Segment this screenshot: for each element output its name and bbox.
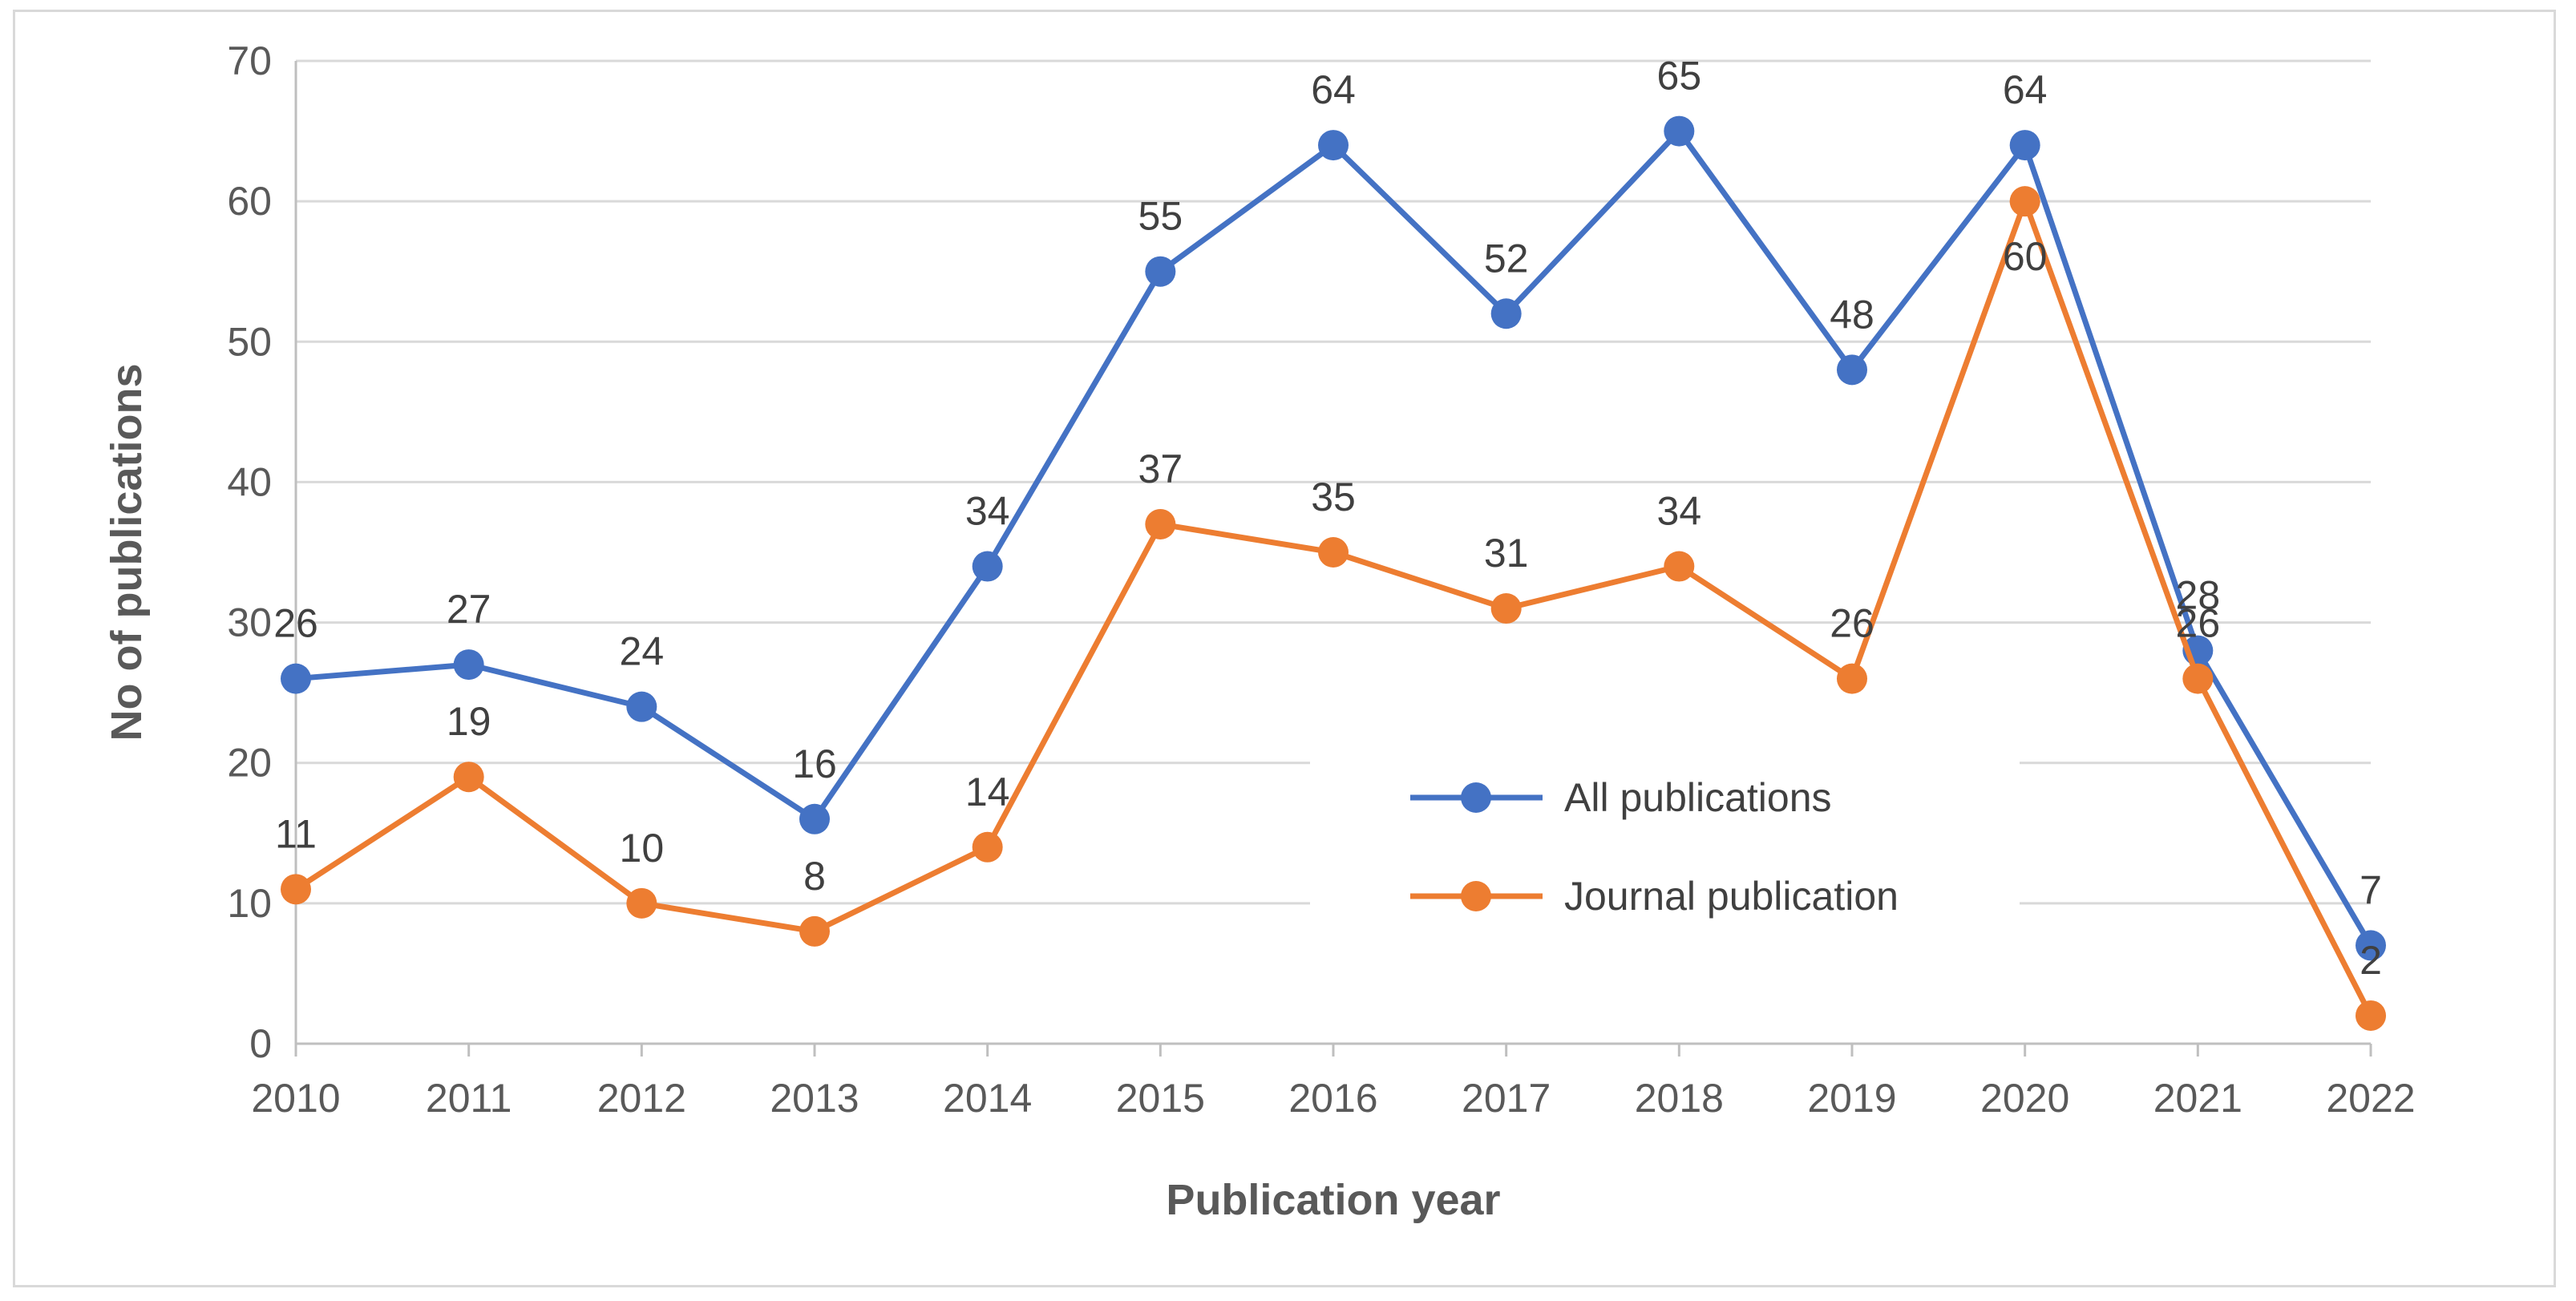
x-tick-label: 2017: [1462, 1076, 1551, 1121]
data-label: 27: [447, 587, 491, 632]
y-tick-label: 60: [227, 179, 272, 224]
series-1-point: [626, 691, 657, 722]
x-tick-label: 2012: [597, 1076, 686, 1121]
legend-box: [1310, 737, 2020, 934]
data-label: 52: [1484, 236, 1529, 281]
legend-swatch-marker: [1461, 782, 1491, 813]
data-label: 2: [2360, 938, 2382, 983]
x-tick-label: 2013: [770, 1076, 859, 1121]
y-tick-label: 50: [227, 319, 272, 364]
series-2-point: [1664, 551, 1695, 582]
data-label: 34: [965, 489, 1010, 534]
series-1-point: [453, 649, 484, 681]
series-1-point: [2356, 930, 2386, 961]
data-label: 11: [275, 811, 317, 856]
data-label: 14: [965, 770, 1010, 814]
data-label: 10: [620, 826, 665, 871]
series-1-point: [281, 663, 311, 694]
x-tick-label: 2019: [1807, 1076, 1896, 1121]
data-label: 26: [273, 601, 318, 646]
legend-label: All publications: [1564, 775, 1832, 820]
data-label: 35: [1311, 475, 1356, 519]
data-label: 26: [2176, 601, 2221, 646]
series-1-point: [799, 803, 830, 834]
series-1-point: [1837, 354, 1867, 386]
gridlines: [296, 59, 2371, 905]
data-label: 48: [1830, 292, 1874, 337]
series-2-point: [281, 874, 311, 905]
data-label: 64: [1311, 67, 1356, 112]
series-2-point: [1837, 663, 1867, 694]
series-2-point: [1490, 593, 1522, 624]
series-2-point: [453, 762, 484, 793]
data-label: 65: [1657, 54, 1702, 99]
series-2-point: [626, 887, 657, 919]
data-label: 26: [1830, 601, 1874, 646]
y-tick-label: 20: [227, 741, 272, 786]
data-label: 60: [2003, 234, 2048, 279]
series-2-point: [2009, 186, 2040, 217]
chart-frame: 0 10 20 30 40 50 60 70 2010 2011 2012 2013 2014 2015 2…: [13, 10, 2556, 1287]
data-label: 16: [792, 741, 837, 786]
y-tick-label: 10: [227, 881, 272, 926]
x-tick-label: 2020: [1980, 1076, 2069, 1121]
series-2-point: [799, 915, 830, 947]
series-1-point: [2009, 130, 2040, 161]
axes: 0 10 20 30 40 50 60 70 2010 2011 2012 2013 2014 2015 2…: [227, 38, 2415, 1121]
x-tick-label: 2010: [251, 1076, 340, 1121]
line-chart: 0 10 20 30 40 50 60 70 2010 2011 2012 2013 2014 2015 2…: [103, 38, 2416, 1224]
series-2-point: [972, 831, 1003, 863]
data-label: 55: [1138, 194, 1183, 239]
data-label: 8: [803, 854, 826, 899]
data-label: 34: [1657, 489, 1702, 534]
data-label: 37: [1138, 446, 1183, 491]
x-tick-label: 2014: [943, 1076, 1032, 1121]
y-axis-title: No of publications: [103, 364, 151, 741]
x-tick-label: 2015: [1116, 1076, 1205, 1121]
data-label: 64: [2003, 67, 2048, 112]
series-1-point: [1318, 130, 1349, 161]
legend-swatch-marker: [1461, 881, 1491, 911]
legend-label: Journal publication: [1564, 874, 1899, 919]
series-lines: [281, 115, 2386, 1031]
legend: All publications Journal publication: [1310, 737, 2020, 934]
series-1-point: [1664, 115, 1695, 147]
data-label: 28: [2176, 573, 2221, 618]
x-tick-label: 2021: [2153, 1076, 2242, 1121]
series-2-point: [1145, 508, 1176, 539]
x-tick-label: 2016: [1288, 1076, 1377, 1121]
data-label: 7: [2360, 867, 2382, 912]
data-labels: 26 27 24 16 34 55 64 52 65 48 64 28 7 11 19 10 8 14 37 35 31…: [273, 54, 2382, 983]
x-tick-label: 2018: [1635, 1076, 1724, 1121]
series-2-point: [2182, 663, 2214, 694]
data-label: 24: [620, 629, 665, 674]
series-2-point: [2356, 1000, 2386, 1031]
y-tick-label: 70: [227, 38, 272, 83]
series-2-point: [1318, 537, 1349, 568]
x-axis-title: Publication year: [1166, 1176, 1500, 1224]
x-tick-label: 2022: [2326, 1076, 2415, 1121]
data-label: 31: [1484, 531, 1529, 576]
data-label: 19: [447, 699, 491, 744]
y-tick-label: 0: [249, 1021, 272, 1066]
y-tick-label: 30: [227, 600, 272, 645]
x-tick-label: 2011: [426, 1076, 512, 1121]
series-1-point: [972, 551, 1003, 582]
series-1-point: [1490, 298, 1522, 329]
series-1-point: [1145, 256, 1176, 287]
y-tick-label: 40: [227, 459, 272, 504]
